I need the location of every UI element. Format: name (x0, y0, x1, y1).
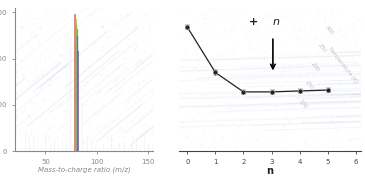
Text: 250: 250 (318, 43, 328, 54)
X-axis label: Mass-to-charge ratio (m/z): Mass-to-charge ratio (m/z) (38, 166, 130, 173)
Text: n: n (272, 17, 279, 27)
Text: 200: 200 (311, 61, 321, 73)
Text: 100: 100 (298, 98, 308, 110)
Text: 300: 300 (324, 24, 334, 36)
Text: +: + (249, 17, 258, 27)
Text: 150: 150 (304, 80, 315, 91)
Text: Temperature (K): Temperature (K) (327, 46, 359, 85)
X-axis label: n: n (266, 166, 274, 176)
